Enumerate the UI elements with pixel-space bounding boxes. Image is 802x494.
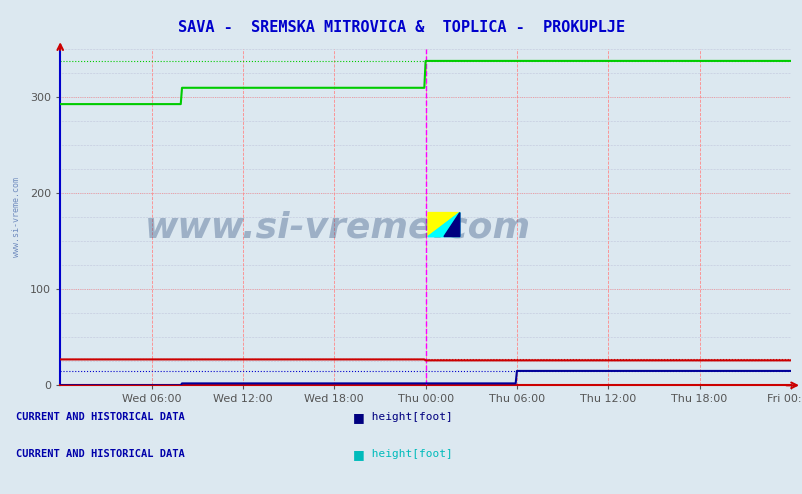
Polygon shape xyxy=(427,212,460,237)
Text: www.si-vreme.com: www.si-vreme.com xyxy=(12,177,21,257)
Text: CURRENT AND HISTORICAL DATA: CURRENT AND HISTORICAL DATA xyxy=(16,412,184,422)
Text: height[foot]: height[foot] xyxy=(365,450,452,459)
Polygon shape xyxy=(427,212,460,237)
Polygon shape xyxy=(444,212,460,237)
Polygon shape xyxy=(427,212,460,237)
Text: SAVA -  SREMSKA MITROVICA &  TOPLICA -  PROKUPLJE: SAVA - SREMSKA MITROVICA & TOPLICA - PRO… xyxy=(178,20,624,35)
Text: www.si-vreme.com: www.si-vreme.com xyxy=(144,210,530,245)
Text: CURRENT AND HISTORICAL DATA: CURRENT AND HISTORICAL DATA xyxy=(16,450,184,459)
Text: height[foot]: height[foot] xyxy=(365,412,452,422)
Text: ■: ■ xyxy=(353,411,365,424)
Text: ■: ■ xyxy=(353,448,365,461)
